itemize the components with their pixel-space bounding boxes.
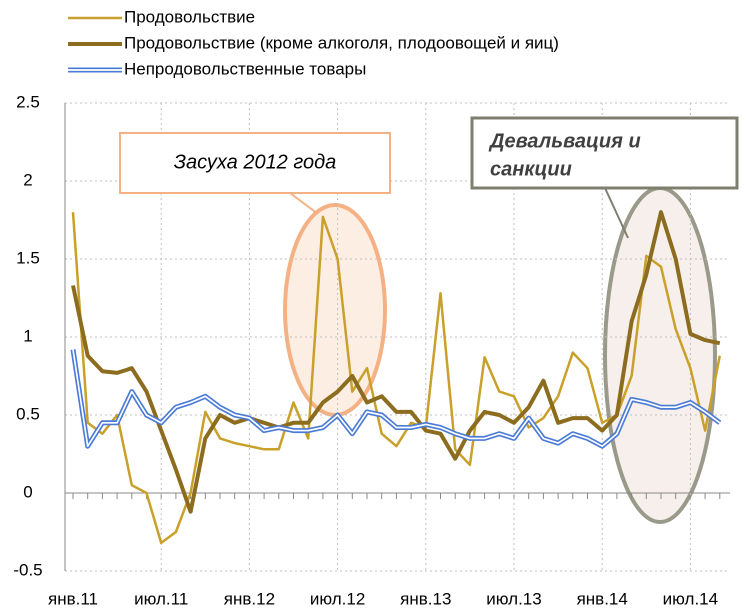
y-tick-label: 2.5 — [16, 92, 40, 111]
y-tick-label: 1 — [23, 326, 32, 345]
highlight-ellipse — [603, 186, 717, 524]
y-tick-label: 0 — [23, 482, 32, 501]
series-line-inner — [72, 349, 721, 448]
legend-label: Непродовольственные товары — [124, 59, 366, 78]
annotation-text: Засуха 2012 года — [174, 151, 337, 173]
x-tick-label: июл.11 — [134, 589, 188, 608]
y-tick-label: 2 — [23, 170, 32, 189]
x-tick-label: янв.13 — [400, 589, 451, 608]
y-tick-label: 1.5 — [16, 248, 40, 267]
x-tick-label: июл.13 — [486, 589, 541, 608]
y-tick-label: 0.5 — [16, 404, 40, 423]
annotation-box — [470, 116, 739, 190]
x-tick-label: янв.14 — [577, 589, 628, 608]
x-tick-label: июл.12 — [310, 589, 365, 608]
annotation-text: санкции — [490, 158, 572, 180]
annotation-connector — [604, 187, 629, 239]
y-tick-label: -0.5 — [13, 560, 42, 579]
x-tick-label: янв.11 — [48, 589, 98, 608]
series-line — [71, 210, 721, 514]
legend-label: Продовольствие — [124, 7, 255, 26]
annotation-box — [119, 132, 391, 194]
x-tick-label: янв.12 — [224, 589, 275, 608]
annotation-connector — [289, 192, 319, 215]
annotation-text: Девальвация и — [488, 130, 641, 152]
x-tick-label: июл.14 — [663, 589, 718, 608]
legend-label: Продовольствие (кроме алкоголя, плодоово… — [124, 33, 559, 52]
annotation-shapes — [283, 186, 717, 524]
